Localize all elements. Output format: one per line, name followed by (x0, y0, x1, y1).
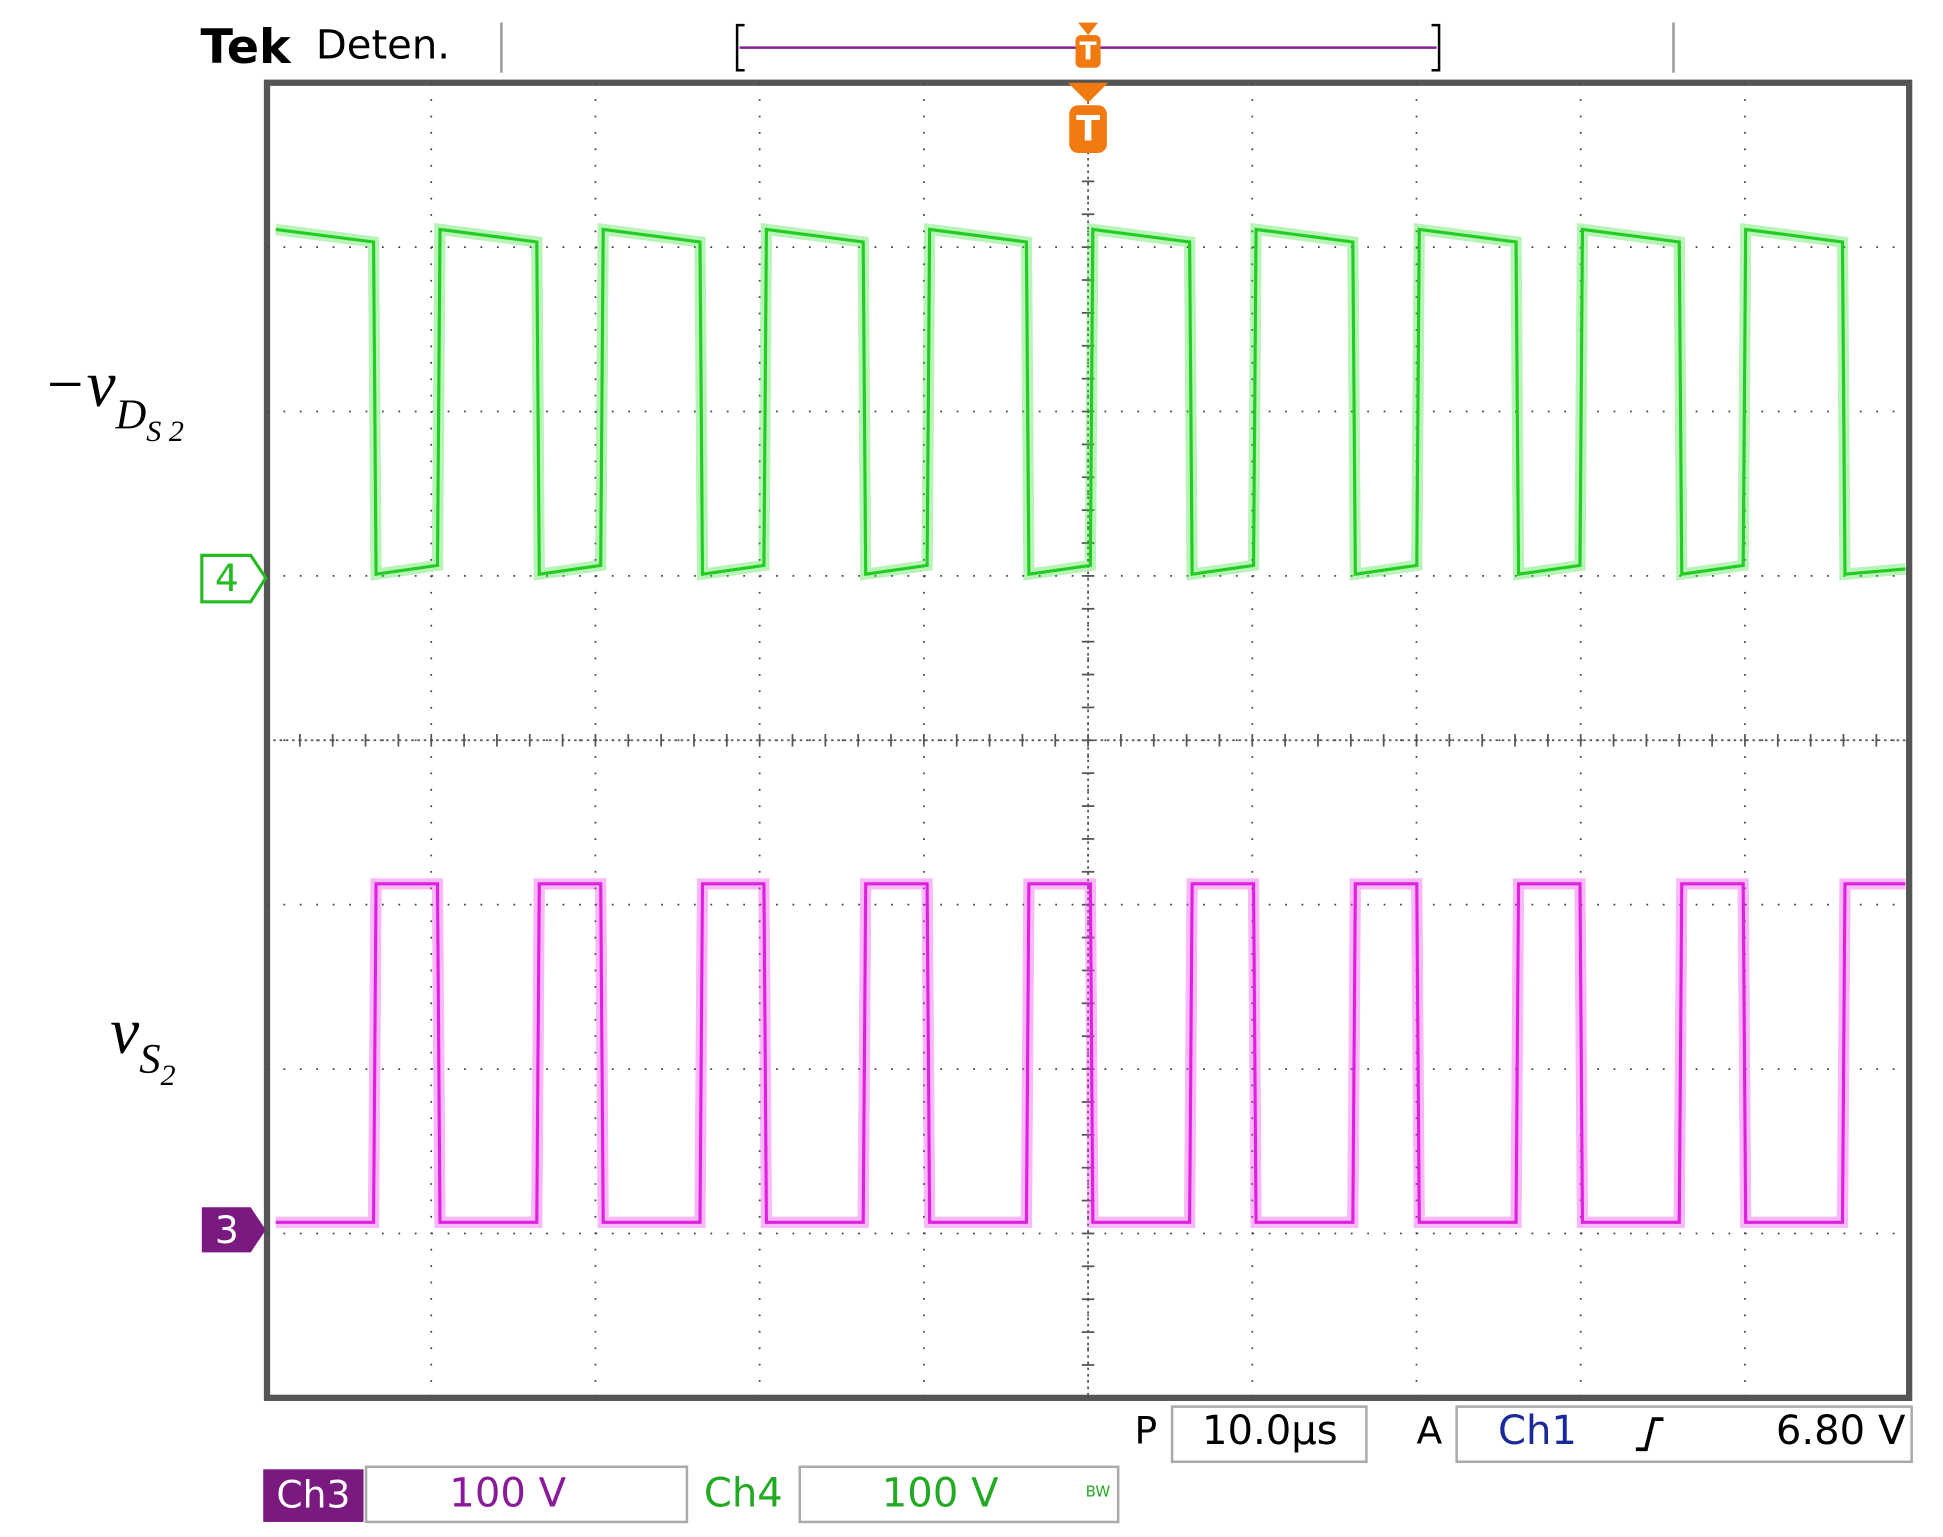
waveforms (275, 223, 1906, 1228)
trigger-badge (1069, 105, 1107, 153)
timebase-box (1170, 1405, 1368, 1464)
trigger-arrow (1078, 22, 1099, 36)
trigger-box (1455, 1405, 1913, 1464)
label-subsub: S 2 (146, 414, 184, 448)
ch3-marker-label: 3 (215, 1208, 239, 1252)
trigger-marker: T (1076, 108, 1100, 149)
acq-status: Deten. (316, 23, 450, 69)
ch3-scale-box (364, 1465, 689, 1524)
trigger-badge (1075, 35, 1101, 68)
ch4-scale: 100 V (882, 1471, 999, 1517)
trigger-prefix: A (1417, 1408, 1443, 1452)
ch3-trace (275, 882, 1906, 1224)
timebase-prefix: P (1134, 1408, 1157, 1452)
edge-symbol (1635, 1417, 1664, 1452)
trigger-level: 6.80 V (1776, 1408, 1906, 1454)
ch4-name: Ch4 (704, 1471, 783, 1517)
ch3-name-box (263, 1469, 364, 1522)
ch3-ground-marker (201, 1207, 266, 1253)
label-main: v (110, 996, 139, 1068)
signal-label: vS2 (110, 996, 175, 1092)
graticule (266, 81, 1910, 1398)
signal-label: −vDS 2 (43, 349, 184, 448)
label-sub: D (115, 392, 147, 439)
ch4-scale-box (798, 1465, 1120, 1524)
brand: Tek (201, 20, 292, 75)
ch4-marker-label: 4 (215, 556, 239, 600)
label-sub: S (139, 1036, 160, 1083)
ch4-trace (275, 227, 1906, 576)
ch3-scale: 100 V (449, 1471, 566, 1517)
trigger-source: Ch1 (1498, 1408, 1577, 1454)
ch3-name: Ch3 (276, 1472, 350, 1516)
trigger-arrow (1068, 82, 1109, 103)
record-bracket (735, 23, 1441, 72)
label-subsub: 2 (161, 1058, 176, 1092)
bandwidth-limit: BW (1086, 1482, 1111, 1500)
label-main: −v (43, 349, 116, 421)
ch4-ground-marker (200, 553, 268, 604)
trigger-marker: T (1080, 37, 1097, 66)
timebase: 10.0µs (1202, 1408, 1338, 1454)
